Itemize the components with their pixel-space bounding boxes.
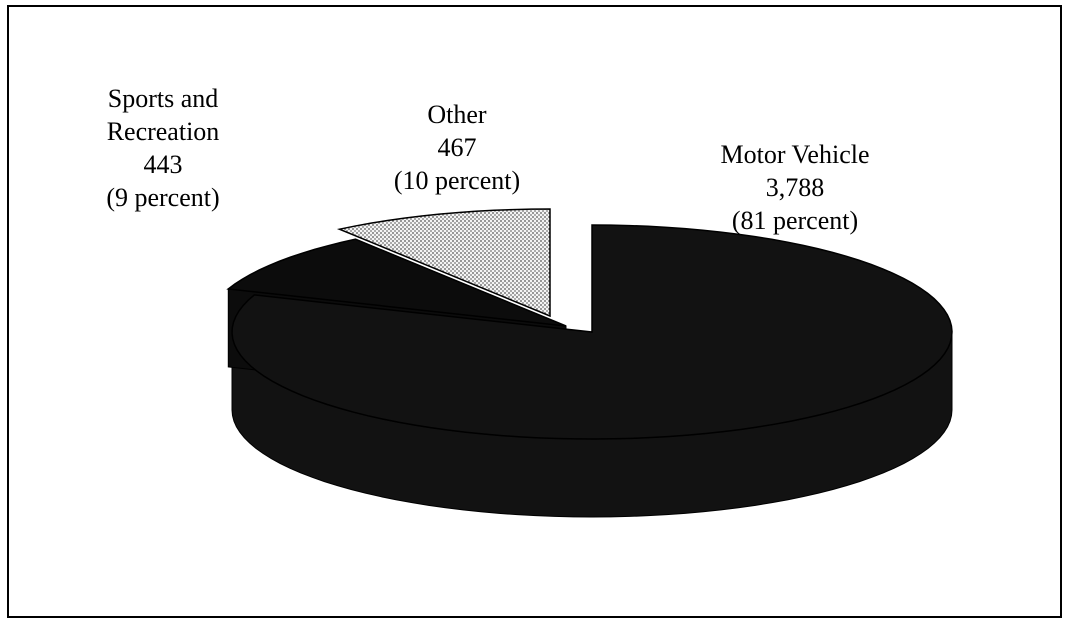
category-label: Other bbox=[427, 100, 487, 129]
slice-label: Motor Vehicle 3,788 (81 percent) bbox=[665, 138, 925, 237]
percent-label: (10 percent) bbox=[393, 166, 521, 195]
slice-top bbox=[336, 208, 551, 318]
value-label: 443 bbox=[143, 150, 183, 179]
value-label: 3,788 bbox=[765, 173, 825, 202]
percent-label: (81 percent) bbox=[731, 206, 859, 235]
category-label: Sports and Recreation bbox=[106, 84, 220, 146]
slice-top bbox=[231, 224, 953, 440]
slice-label: Sports and Recreation 443 (9 percent) bbox=[78, 82, 248, 214]
percent-label: (9 percent) bbox=[106, 183, 220, 212]
slice-label: Other 467 (10 percent) bbox=[337, 98, 577, 197]
value-label: 467 bbox=[437, 133, 477, 162]
slice-top bbox=[226, 238, 567, 327]
category-label: Motor Vehicle bbox=[720, 140, 870, 169]
